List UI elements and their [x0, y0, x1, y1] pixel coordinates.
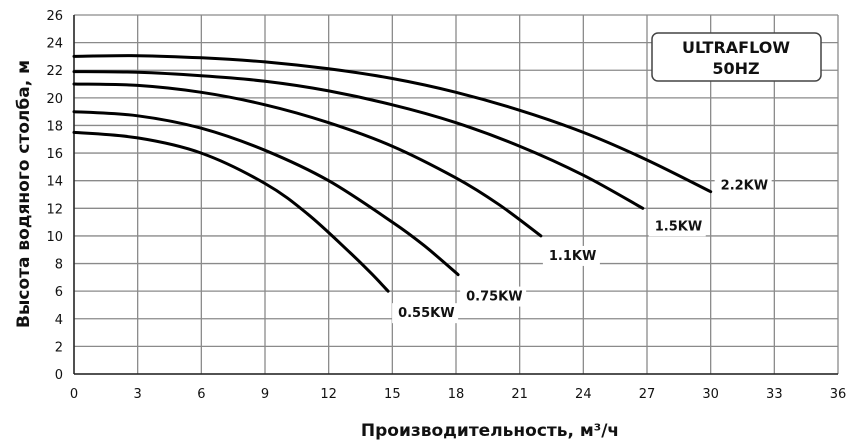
y-tick-label: 8 — [55, 258, 63, 273]
curve-label: 2.2KW — [721, 179, 768, 194]
y-tick-label: 12 — [46, 202, 63, 217]
curve-layer — [72, 54, 713, 293]
x-tick-label: 12 — [320, 387, 337, 402]
y-tick-label: 16 — [46, 147, 63, 162]
x-tick-label: 30 — [702, 387, 719, 402]
curve-2-2kw — [72, 54, 713, 194]
x-tick-label: 9 — [261, 387, 269, 402]
x-tick-label: 21 — [511, 387, 528, 402]
x-tick-label: 15 — [384, 387, 401, 402]
annotation-box-line-2: 50HZ — [712, 59, 759, 78]
y-tick-label: 10 — [46, 230, 63, 245]
axis-layer: 0 3 6 9 12 15 18 21 24 27 30 33 36024681012141618202… — [46, 9, 846, 402]
y-tick-label: 2 — [55, 340, 63, 355]
y-tick-label: 24 — [46, 37, 63, 52]
y-axis-title: Высота водяного столба, м — [14, 60, 34, 328]
x-tick-label: 6 — [197, 387, 205, 402]
y-tick-label: 4 — [55, 313, 63, 328]
curve-label-background — [392, 303, 459, 324]
annotation-box-line-1: ULTRAFLOW — [682, 38, 790, 57]
y-tick-label: 0 — [55, 368, 63, 383]
x-tick-label: 33 — [766, 387, 783, 402]
curve-1-1kw — [72, 82, 543, 238]
y-tick-label: 14 — [46, 175, 63, 190]
curve-label: 0.75KW — [466, 290, 522, 305]
curve-1-5kw — [72, 70, 645, 210]
curve-label: 0.55KW — [398, 306, 455, 321]
y-tick-label: 26 — [46, 9, 63, 24]
y-tick-label: 18 — [46, 119, 63, 134]
x-tick-label: 0 — [70, 387, 78, 402]
curve-label-background — [542, 245, 600, 266]
curve-label-background — [714, 175, 772, 196]
annotation-box: ULTRAFLOW 50HZ — [651, 32, 822, 82]
curve-0-75kw — [72, 110, 460, 277]
annotation-box-frame — [651, 32, 822, 82]
x-tick-label: 27 — [639, 387, 656, 402]
y-tick-label: 20 — [46, 92, 63, 107]
y-tick-label: 6 — [55, 285, 63, 300]
x-axis-title: Производительность, м³/ч — [361, 421, 619, 441]
x-tick-label: 36 — [830, 387, 847, 402]
y-tick-label: 22 — [46, 64, 63, 79]
curve-label: 1.5KW — [655, 219, 702, 234]
label-layer: 0.55KW 0.75KW 1.1KW 1.5KW 2.2KW — [392, 175, 772, 324]
curve-label-background — [460, 286, 527, 307]
curve-0-55kw — [72, 130, 390, 293]
curve-label: 1.1KW — [549, 249, 596, 264]
x-tick-label: 3 — [134, 387, 142, 402]
x-tick-label: 24 — [575, 387, 592, 402]
x-tick-label: 18 — [448, 387, 465, 402]
curve-label-background — [648, 216, 706, 237]
